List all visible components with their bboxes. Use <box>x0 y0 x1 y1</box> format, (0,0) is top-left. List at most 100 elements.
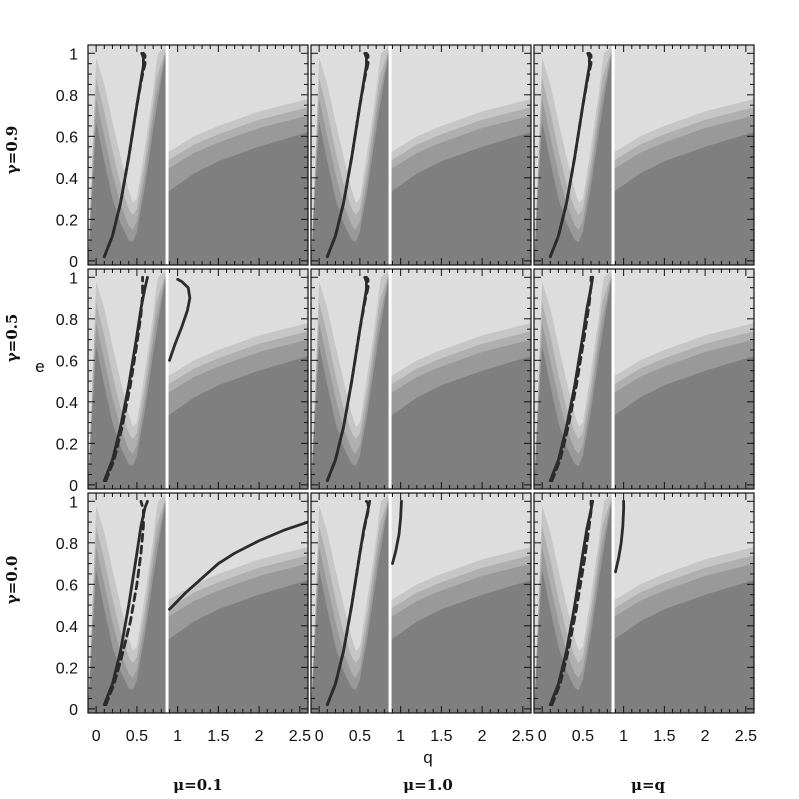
panel-plot-area <box>88 45 308 265</box>
y-tick-label: 0.4 <box>56 619 78 636</box>
panel-plot-area <box>311 269 531 489</box>
x-tick-label: 0 <box>92 728 101 745</box>
x-tick-label: 2.5 <box>512 728 534 745</box>
panel-2-0: 0 0.2 0.4 0.6 0.8 1 0 0.5 1 1.5 2 2.5 <box>56 492 311 745</box>
panel-plot-area <box>88 269 308 489</box>
y-tick-label: 1 <box>69 494 78 511</box>
region-right-level_5 <box>613 580 754 713</box>
panel-1-0: 0 0.2 0.4 0.6 0.8 1 <box>56 268 309 495</box>
row-label-gamma-0.0: γ=0.0 <box>3 556 21 605</box>
curve-dashed-1 <box>325 275 370 483</box>
panel-0-0: 0 0.2 0.4 0.6 0.8 1 <box>56 44 309 271</box>
y-tick-label: 0.6 <box>56 129 78 146</box>
region-right-level_5 <box>613 356 754 489</box>
tick-marks <box>534 269 755 489</box>
region-right-level_5 <box>390 132 531 265</box>
panel-frame <box>533 268 755 490</box>
x-tick-label: 1.5 <box>207 728 229 745</box>
panel-frame <box>87 492 309 714</box>
y-tick-label: 0.6 <box>56 577 78 594</box>
region-left-level_5 <box>311 269 391 489</box>
panel-0-2 <box>533 44 755 266</box>
col-label-mu-1.0: μ=1.0 <box>403 776 453 794</box>
panel-frame <box>310 492 532 714</box>
region-left-level_5 <box>534 269 614 489</box>
x-tick-label: 1 <box>619 728 628 745</box>
y-tick-label: 0.6 <box>56 353 78 370</box>
y-tick-label: 0.2 <box>56 660 78 677</box>
curve-solid-2 <box>168 520 308 611</box>
panel-plot-area <box>311 493 531 713</box>
panel-frame <box>310 268 532 490</box>
y-tick-label: 0 <box>69 254 78 271</box>
curve-dashed-1 <box>550 499 593 707</box>
region-left-level_5 <box>311 45 391 265</box>
y-tick-label: 0.8 <box>56 312 78 329</box>
panel-frame <box>87 44 309 266</box>
tick-marks <box>534 45 755 265</box>
panel-plot-area <box>534 45 754 265</box>
region-right-level_5 <box>167 132 308 265</box>
curve-dashed-1 <box>104 499 145 707</box>
x-tick-label: 2 <box>255 728 264 745</box>
x-tick-label: 2.5 <box>735 728 757 745</box>
panel-plot-area <box>311 45 531 265</box>
row-label-gamma-0.5: γ=0.5 <box>3 314 21 363</box>
curve-dashed-1 <box>550 275 593 483</box>
panel-plot-area <box>88 493 308 713</box>
x-tick-label: 1.5 <box>653 728 675 745</box>
panel-2-2: 0 0.5 1 1.5 2 2.5 <box>533 492 757 745</box>
panel-frame <box>533 44 755 266</box>
tick-marks <box>311 45 532 265</box>
x-tick-label: 0 <box>538 728 547 745</box>
panel-2-1: 0 0.5 1 1.5 2 2.5 <box>310 492 534 745</box>
curve-dashed-1 <box>325 499 370 707</box>
curve-solid-2 <box>168 277 192 362</box>
curve-solid-0 <box>102 275 149 483</box>
panel-frame <box>87 268 309 490</box>
region-left-level_5 <box>88 45 168 265</box>
x-tick-label: 0.5 <box>126 728 148 745</box>
x-tick-label: 0 <box>315 728 324 745</box>
panel-0-1 <box>310 44 532 266</box>
panel-1-2 <box>533 268 755 490</box>
region-left-level_5 <box>311 493 391 713</box>
row-label-gamma-0.9: γ=0.9 <box>3 126 21 175</box>
region-right-level_5 <box>613 132 754 265</box>
y-tick-label: 0.8 <box>56 536 78 553</box>
region-left-level_5 <box>534 493 614 713</box>
x-tick-label: 0.5 <box>572 728 594 745</box>
region-left-level_5 <box>88 493 168 713</box>
x-tick-label: 1 <box>396 728 405 745</box>
panel-frame <box>533 492 755 714</box>
y-tick-label: 0 <box>69 702 78 719</box>
tick-marks <box>88 269 309 489</box>
tick-marks <box>88 45 309 265</box>
curve-dashed-1 <box>325 51 370 259</box>
y-tick-label: 0.2 <box>56 436 78 453</box>
x-tick-label: 0.5 <box>349 728 371 745</box>
tick-marks <box>88 493 309 713</box>
y-tick-label: 1 <box>69 270 78 287</box>
x-tick-label: 2 <box>478 728 487 745</box>
panel-1-1 <box>310 268 532 490</box>
x-axis-label: q <box>423 748 432 767</box>
curve-dashed-1 <box>548 51 593 259</box>
region-right-level_5 <box>390 580 531 713</box>
x-tick-label: 1.5 <box>430 728 452 745</box>
curve-solid-2 <box>391 499 403 565</box>
x-tick-label: 1 <box>173 728 182 745</box>
col-label-mu-q: μ=q <box>631 776 666 794</box>
col-label-mu-0.1: μ=0.1 <box>173 776 223 794</box>
panel-frame <box>310 44 532 266</box>
y-axis-label: e <box>35 357 44 376</box>
y-tick-label: 0.2 <box>56 212 78 229</box>
tick-marks <box>311 269 532 489</box>
region-right-level_5 <box>390 356 531 489</box>
y-tick-label: 0.4 <box>56 171 78 188</box>
tick-marks <box>534 493 755 713</box>
panel-plot-area <box>534 493 754 713</box>
region-right-level_5 <box>167 356 308 489</box>
y-tick-label: 0.4 <box>56 395 78 412</box>
curve-dashed-1 <box>102 51 147 259</box>
